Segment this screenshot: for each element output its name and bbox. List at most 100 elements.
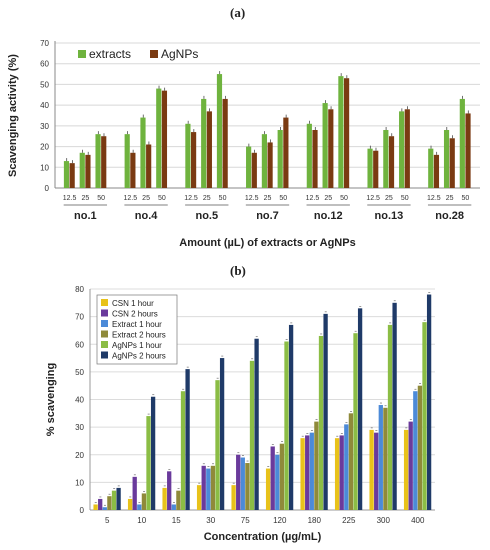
bar-csn-2-hours-180 xyxy=(305,435,310,510)
y-tick-label: 80 xyxy=(75,285,84,294)
bar-agnps-no12-25 xyxy=(328,109,334,188)
dose-tick-label: 50 xyxy=(401,195,409,202)
group-label-no7: no.7 xyxy=(256,210,279,222)
bar-extract-2-hours-300 xyxy=(383,407,388,510)
bar-extracts-no12-50 xyxy=(338,76,344,188)
y-tick-label: 40 xyxy=(40,101,49,110)
bar-agnps-1-hour-180 xyxy=(318,335,324,510)
bar-agnps-no13-50 xyxy=(404,109,410,188)
bar-extract-2-hours-5 xyxy=(107,496,112,510)
dose-tick-label: 50 xyxy=(97,195,105,202)
y-tick-label: 70 xyxy=(40,39,49,48)
bar-extracts-no5-50 xyxy=(216,74,223,188)
legend-label-agnps: AgNPs xyxy=(161,47,198,61)
dose-tick-label: 25 xyxy=(324,195,332,202)
bar-extract-2-hours-10 xyxy=(141,493,147,510)
y-tick-label: 30 xyxy=(75,423,84,432)
chart-a: 0 10 20 30 40 50 60 70 12.5 25 50 no.1 12.5 25 50 no.4 1… xyxy=(7,39,480,249)
y-tick-label: 10 xyxy=(75,478,84,487)
bar-agnps-no5-25 xyxy=(206,111,212,188)
bar-extract-2-hours-180 xyxy=(314,421,319,510)
legend-label: Extract 2 hours xyxy=(112,331,166,340)
bar-extracts-no4-50 xyxy=(156,88,162,188)
dose-tick-label: 50 xyxy=(158,195,166,202)
dose-tick-label: 12.5 xyxy=(306,195,320,202)
bar-agnps-2-hours-5 xyxy=(116,487,121,510)
bar-csn-2-hours-15 xyxy=(167,471,172,510)
y-tick-label: 10 xyxy=(40,163,49,172)
bar-csn-1-hour-400 xyxy=(403,429,409,510)
x-tick-label: 180 xyxy=(308,516,322,525)
dose-tick-label: 25 xyxy=(142,195,150,202)
bar-csn-2-hours-30 xyxy=(201,465,206,510)
bar-extract-1-hour-120 xyxy=(275,454,280,510)
y-tick-label: 50 xyxy=(75,368,84,377)
bar-agnps-no5-12.5 xyxy=(191,132,197,188)
bar-extract-1-hour-10 xyxy=(137,504,142,510)
bar-extract-2-hours-15 xyxy=(176,490,181,510)
dose-tick-label: 50 xyxy=(219,195,227,202)
y-tick-label: 40 xyxy=(75,396,84,405)
bar-extract-2-hours-75 xyxy=(245,463,250,510)
legend-swatch xyxy=(101,351,108,359)
legend-label: CSN 1 hour xyxy=(112,299,154,308)
bar-csn-1-hour-225 xyxy=(334,438,340,510)
bar-extract-1-hour-30 xyxy=(206,468,211,510)
bar-csn-2-hours-120 xyxy=(270,446,275,510)
bar-agnps-1-hour-30 xyxy=(215,380,220,510)
y-axis-title: % scavenging xyxy=(45,363,57,436)
bar-extracts-no13-25 xyxy=(383,130,389,188)
bar-csn-1-hour-10 xyxy=(127,498,133,510)
bar-agnps-no7-50 xyxy=(283,117,289,188)
bar-extracts-no28-50 xyxy=(459,98,465,188)
bar-agnps-1-hour-10 xyxy=(146,416,151,510)
bar-extracts-no4-12.5 xyxy=(124,134,130,188)
bar-extracts-no13-50 xyxy=(399,111,405,188)
x-axis-title: Concentration (µg/mL) xyxy=(204,531,322,543)
bar-agnps-no13-25 xyxy=(388,136,395,188)
y-tick-label: 30 xyxy=(40,122,49,131)
bar-extract-1-hour-180 xyxy=(309,432,314,510)
bar-agnps-no28-25 xyxy=(449,138,455,188)
dose-tick-label: 25 xyxy=(264,195,272,202)
bar-agnps-1-hour-120 xyxy=(284,341,289,510)
bar-csn-1-hour-120 xyxy=(265,468,271,510)
y-axis-title: Scavenging activity (%) xyxy=(7,54,19,177)
bar-extract-2-hours-400 xyxy=(417,385,423,510)
y-tick-label: 50 xyxy=(40,80,49,89)
x-tick-label: 75 xyxy=(241,516,250,525)
legend-label: AgNPs 2 hours xyxy=(112,352,166,361)
y-tick-label: 20 xyxy=(75,451,84,460)
group-label-no12: no.12 xyxy=(314,210,343,222)
bar-agnps-2-hours-75 xyxy=(254,338,259,510)
bar-agnps-2-hours-30 xyxy=(219,358,225,510)
bar-extracts-no28-25 xyxy=(443,130,450,188)
bar-extracts-no7-12.5 xyxy=(246,146,252,188)
bar-agnps-2-hours-15 xyxy=(185,369,190,510)
dose-tick-label: 12.5 xyxy=(366,195,380,202)
x-tick-label: 5 xyxy=(105,516,110,525)
legend-swatch xyxy=(101,320,108,327)
legend-label-extracts: extracts xyxy=(89,47,131,61)
bar-agnps-no12-12.5 xyxy=(312,130,318,188)
x-tick-label: 300 xyxy=(377,516,391,525)
bar-extracts-no5-12.5 xyxy=(185,123,191,188)
bar-agnps-no28-12.5 xyxy=(433,154,440,188)
bar-agnps-1-hour-75 xyxy=(249,360,255,510)
bar-csn-2-hours-400 xyxy=(408,421,413,510)
y-tick-label: 70 xyxy=(75,313,84,322)
bar-agnps-1-hour-300 xyxy=(387,324,393,510)
bar-extract-1-hour-15 xyxy=(171,504,176,510)
dose-tick-label: 25 xyxy=(81,195,89,202)
bar-extract-1-hour-300 xyxy=(378,405,383,510)
bar-extracts-no12-12.5 xyxy=(306,123,312,188)
dose-tick-label: 12.5 xyxy=(245,195,259,202)
bar-extracts-no7-50 xyxy=(277,130,283,188)
bar-agnps-no28-50 xyxy=(465,113,471,188)
dose-tick-label: 25 xyxy=(203,195,211,202)
panel-a-label: (a) xyxy=(230,5,246,20)
legend-label: CSN 2 hours xyxy=(112,310,158,319)
bar-csn-2-hours-5 xyxy=(98,498,103,510)
bar-extracts-no1-50 xyxy=(95,134,101,188)
x-tick-label: 15 xyxy=(172,516,181,525)
